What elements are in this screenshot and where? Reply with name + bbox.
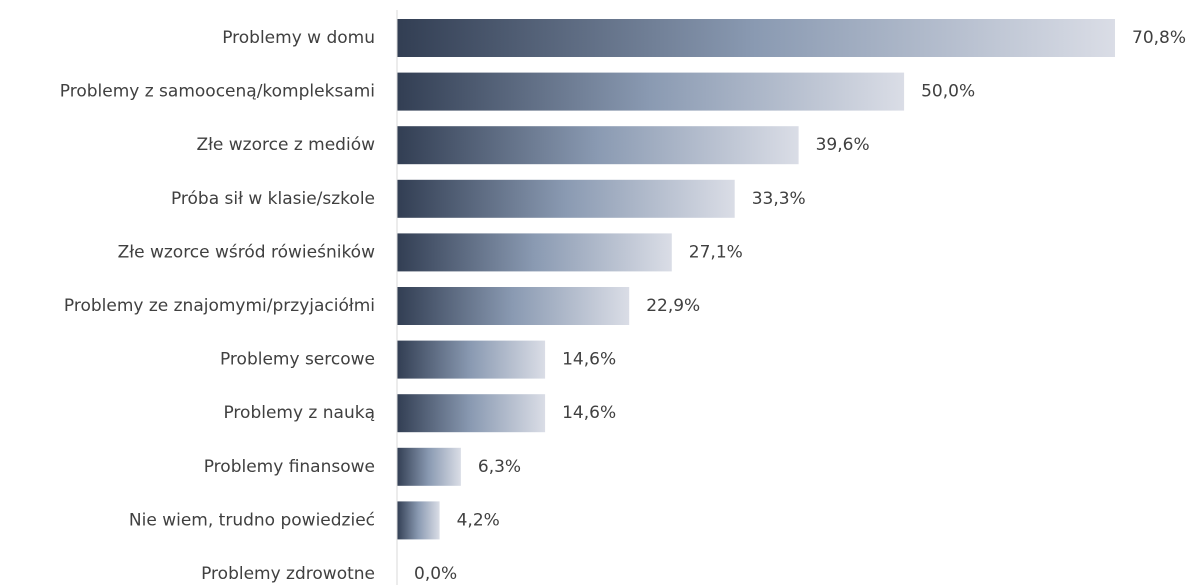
bars-layer [397,19,1115,540]
bar [397,126,799,165]
category-label: Problemy z nauką [223,403,375,423]
value-label: 70,8% [1132,28,1186,48]
bar [397,447,461,486]
value-label: 39,6% [816,135,870,155]
bar [397,72,905,111]
value-label: 33,3% [752,189,806,209]
value-label: 4,2% [457,510,500,530]
bar [397,394,546,433]
bar [397,501,440,540]
value-label: 14,6% [562,403,616,423]
value-label: 6,3% [478,457,521,477]
value-label: 50,0% [921,82,975,102]
value-label: 22,9% [646,296,700,316]
value-labels: 70,8% 50,0% 39,6% 33,3% 27,1% 22,9% 14,6% 14,6%… [414,28,1186,584]
category-label: Problemy sercowe [220,350,375,370]
category-label: Problemy zdrowotne [201,564,375,584]
category-label: Problemy z samooceną/kompleksami [60,82,375,102]
category-label: Złe wzorce z mediów [196,135,375,155]
value-label: 0,0% [414,564,457,584]
category-label: Problemy finansowe [204,457,375,477]
category-label: Złe wzorce wśród rówieśników [118,242,375,262]
value-label: 14,6% [562,350,616,370]
bar [397,19,1115,57]
value-label: 27,1% [689,242,743,262]
category-label: Próba sił w klasie/szkole [171,189,375,209]
category-label: Problemy w domu [222,28,375,48]
bar [397,340,546,379]
bar [397,179,735,218]
bar [397,233,672,272]
bar [397,287,630,325]
category-label: Problemy ze znajomymi/przyjaciółmi [64,296,375,316]
category-label: Nie wiem, trudno powiedzieć [129,510,375,530]
category-labels: Problemy w domu Problemy z samooceną/komp… [60,28,375,584]
